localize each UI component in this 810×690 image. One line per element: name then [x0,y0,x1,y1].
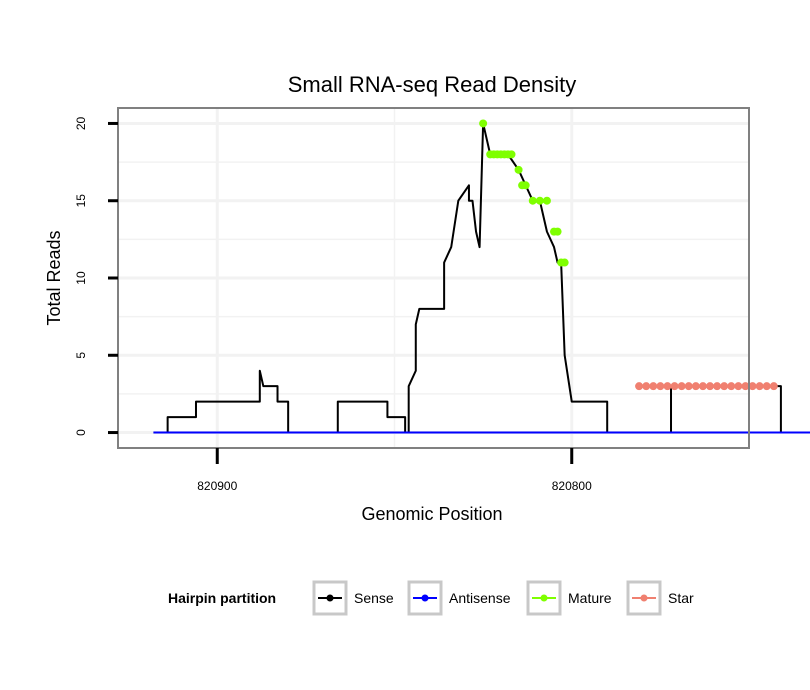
data-point-star [713,382,722,391]
data-point-mature [535,196,544,205]
y-tick-label: 0 [74,429,88,436]
legend-key-point-antisense [421,594,429,602]
data-point-mature [542,196,551,205]
data-point-mature [560,258,569,267]
data-point-star [656,382,665,391]
legend-item-star: Star [626,580,694,616]
legend: Hairpin partition Sense Antisense Mature… [168,580,694,616]
y-tick-label: 15 [74,194,88,208]
x-tick-label: 820800 [552,479,592,493]
x-tick-label: 820900 [197,479,237,493]
legend-title: Hairpin partition [168,590,276,606]
y-axis: 0 5 10 15 20 [74,116,118,436]
legend-label-sense: Sense [354,590,394,606]
data-point-star [642,382,651,391]
data-point-mature [528,196,537,205]
data-point-star [698,382,707,391]
y-tick-label: 10 [74,271,88,285]
data-point-star [748,382,757,391]
y-axis-label: Total Reads [44,230,64,325]
y-tick-label: 20 [74,116,88,130]
chart-title: Small RNA-seq Read Density [288,72,577,97]
y-tick-label: 5 [74,352,88,359]
legend-item-sense: Sense [312,580,394,616]
data-point-star [762,382,771,391]
data-point-star [727,382,736,391]
x-axis: 820900820800820700 [197,448,592,493]
data-point-star [691,382,700,391]
data-point-mature [514,165,523,174]
data-point-star [741,382,750,391]
legend-item-mature: Mature [526,580,612,616]
legend-key-point-sense [326,594,334,602]
data-point-star [677,382,686,391]
data-point-mature [521,181,530,190]
data-point-mature [479,119,488,128]
data-point-star [720,382,729,391]
legend-key-point-mature [540,594,548,602]
legend-item-antisense: Antisense [407,580,511,616]
data-point-mature [553,227,562,236]
data-point-mature [507,150,516,159]
data-point-star [706,382,715,391]
legend-key-point-star [640,594,648,602]
legend-label-antisense: Antisense [449,590,511,606]
legend-label-mature: Mature [568,590,612,606]
data-point-star [684,382,693,391]
data-point-star [769,382,778,391]
legend-label-star: Star [668,590,694,606]
data-point-star [670,382,679,391]
data-point-star [734,382,743,391]
data-point-star [635,382,644,391]
data-point-star [663,382,672,391]
series-layer [153,119,810,434]
data-point-star [649,382,658,391]
x-axis-label: Genomic Position [361,504,502,524]
data-point-star [755,382,764,391]
